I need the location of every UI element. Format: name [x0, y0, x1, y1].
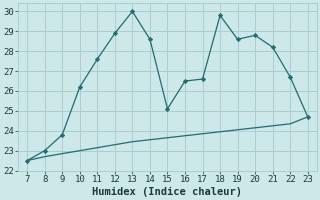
X-axis label: Humidex (Indice chaleur): Humidex (Indice chaleur) — [92, 186, 243, 197]
